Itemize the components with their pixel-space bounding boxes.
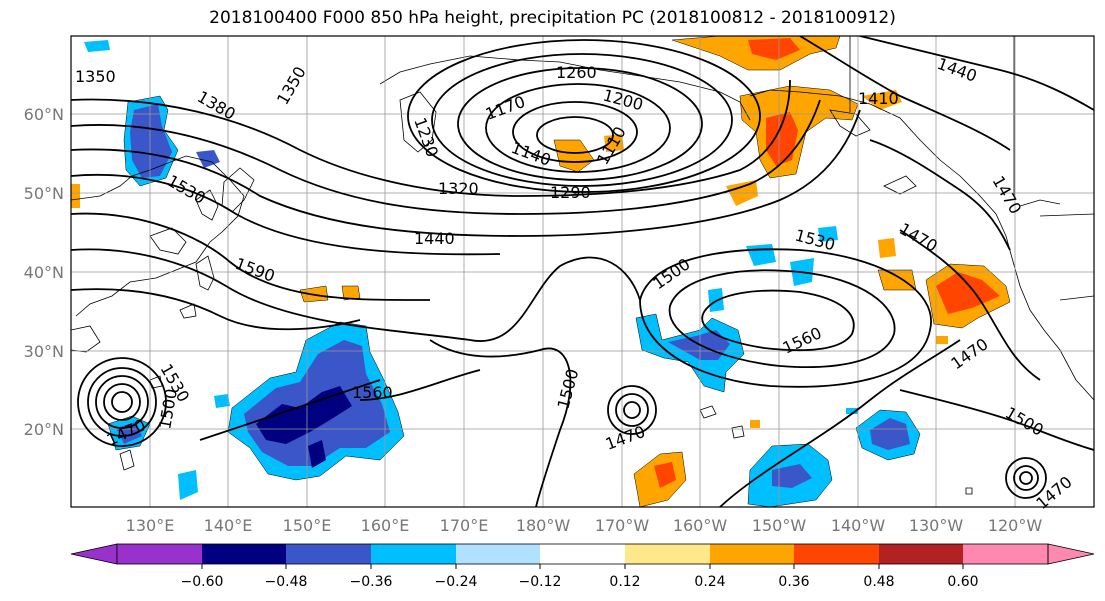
- contour-label: 1290: [550, 183, 591, 202]
- lon-label: 150°W: [752, 516, 807, 535]
- colorbar-bin: [540, 544, 625, 564]
- height-contours: [71, 36, 1094, 507]
- lat-label: 50°N: [24, 184, 64, 203]
- colorbar-bin: [371, 544, 456, 564]
- lon-label: 160°W: [673, 516, 728, 535]
- contour-label: 1560: [352, 383, 393, 402]
- lat-label: 30°N: [24, 342, 64, 361]
- colorbar-tick-label: −0.24: [435, 574, 478, 590]
- lon-label: 130°E: [126, 516, 175, 535]
- colorbar-bin: [963, 544, 1048, 564]
- colorbar-bin: [286, 544, 371, 564]
- colorbar: −0.60 −0.48 −0.36 −0.24 −0.12 0.12 0.24 0.36 0.4…: [70, 543, 1095, 590]
- lat-label: 40°N: [24, 263, 64, 282]
- colorbar-bin: [117, 544, 202, 564]
- lon-label: 120°W: [988, 516, 1043, 535]
- colorbar-bin: [794, 544, 879, 564]
- lat-label: 60°N: [24, 105, 64, 124]
- colorbar-left-extension: [70, 543, 118, 565]
- colorbar-tick-label: −0.12: [519, 574, 562, 590]
- precipitation-fill: [71, 36, 1011, 507]
- colorbar-tick-label: −0.48: [265, 574, 308, 590]
- colorbar-bin: [625, 544, 710, 564]
- colorbar-bin: [456, 544, 540, 564]
- contour-label: 1350: [75, 67, 116, 86]
- lon-label: 140°E: [204, 516, 253, 535]
- lat-label: 20°N: [24, 420, 64, 439]
- longitude-labels: 130°E 140°E 150°E 160°E 170°E 180°W 170°…: [126, 516, 1043, 535]
- colorbar-tick-label: −0.36: [350, 574, 393, 590]
- colorbar-right-extension: [1047, 543, 1095, 565]
- lon-label: 170°W: [595, 516, 650, 535]
- colorbar-tick-label: 0.24: [694, 574, 725, 590]
- colorbar-tick-label: 0.60: [947, 574, 978, 590]
- colorbar-tick-label: 0.12: [609, 574, 640, 590]
- lon-label: 140°W: [831, 516, 886, 535]
- contour-label: 1440: [414, 229, 455, 248]
- contour-label: 1320: [438, 179, 479, 198]
- latitude-labels: 60°N 50°N 40°N 30°N 20°N: [24, 105, 64, 439]
- map-border: [70, 35, 1095, 508]
- colorbar-bin: [879, 544, 963, 564]
- lon-label: 170°E: [440, 516, 489, 535]
- colorbar-tick-label: −0.60: [181, 574, 224, 590]
- lon-label: 160°E: [361, 516, 410, 535]
- colorbar-tick-label: 0.48: [863, 574, 894, 590]
- lon-label: 150°E: [283, 516, 332, 535]
- lon-label: 180°W: [516, 516, 571, 535]
- colorbar-bin: [202, 544, 286, 564]
- lon-label: 130°W: [909, 516, 964, 535]
- colorbar-bin: [710, 544, 794, 564]
- contour-label: 1260: [556, 63, 597, 82]
- contour-label: 1410: [858, 89, 899, 108]
- map-title: 2018100400 F000 850 hPa height, precipit…: [209, 8, 896, 28]
- colorbar-tick-label: 0.36: [778, 574, 809, 590]
